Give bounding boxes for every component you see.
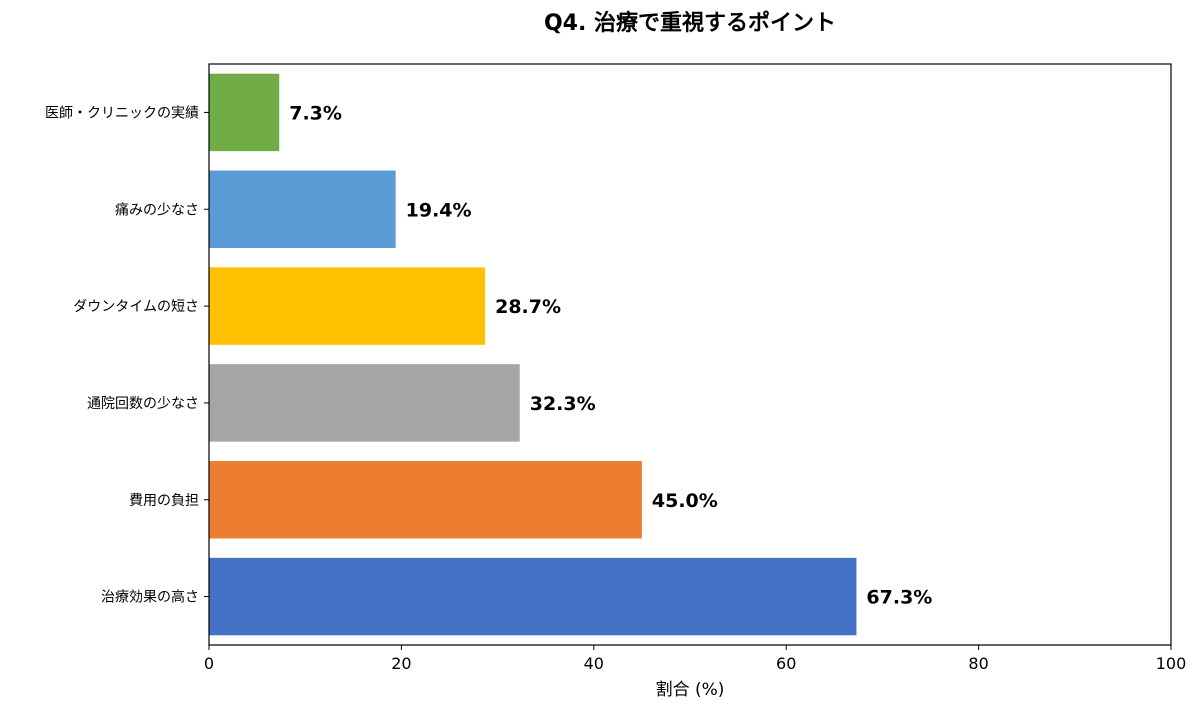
x-tick-label: 80 [968,654,988,673]
y-tick-label: 治療効果の高さ [101,589,199,606]
bar [209,557,857,636]
bar-value-label: 32.3% [530,393,596,415]
value-labels-layer: 7.3% 19.4% 28.7% 32.3% 45.0% 67.3% [289,102,932,608]
x-axis-label: 割合 (%) [656,680,725,700]
y-tick-label: 通院回数の少なさ [87,396,199,412]
plot-frame [208,63,1172,646]
bar-value-label: 19.4% [406,199,472,221]
y-tick-label: 費用の負担 [129,493,199,509]
bar-value-label: 7.3% [289,102,342,124]
chart-title: Q4. 治療で重視するポイント [544,10,836,36]
x-tick-label: 60 [776,654,796,673]
x-tick-label: 100 [1156,654,1187,673]
y-tick-label: 痛みの少なさ [115,201,199,218]
bar [209,267,486,345]
bars-layer [209,73,857,636]
x-tick-label: 40 [584,654,604,673]
y-axis: 医師・クリニックの実績痛みの少なさダウンタイムの短さ通院回数の少なさ費用の負担治… [45,105,209,606]
bar [209,73,280,152]
bar-value-label: 28.7% [495,296,561,318]
x-axis: 0 20 40 60 80 100 [204,645,1186,673]
bar [209,364,520,442]
x-tick-label: 0 [204,654,214,673]
y-tick-label: ダウンタイムの短さ [73,299,199,315]
y-tick-label: 医師・クリニックの実績 [45,105,199,121]
bar-value-label: 45.0% [652,490,718,512]
bar [209,170,396,248]
bar-value-label: 67.3% [866,587,932,609]
x-tick-label: 20 [391,654,411,673]
bar [209,461,642,539]
